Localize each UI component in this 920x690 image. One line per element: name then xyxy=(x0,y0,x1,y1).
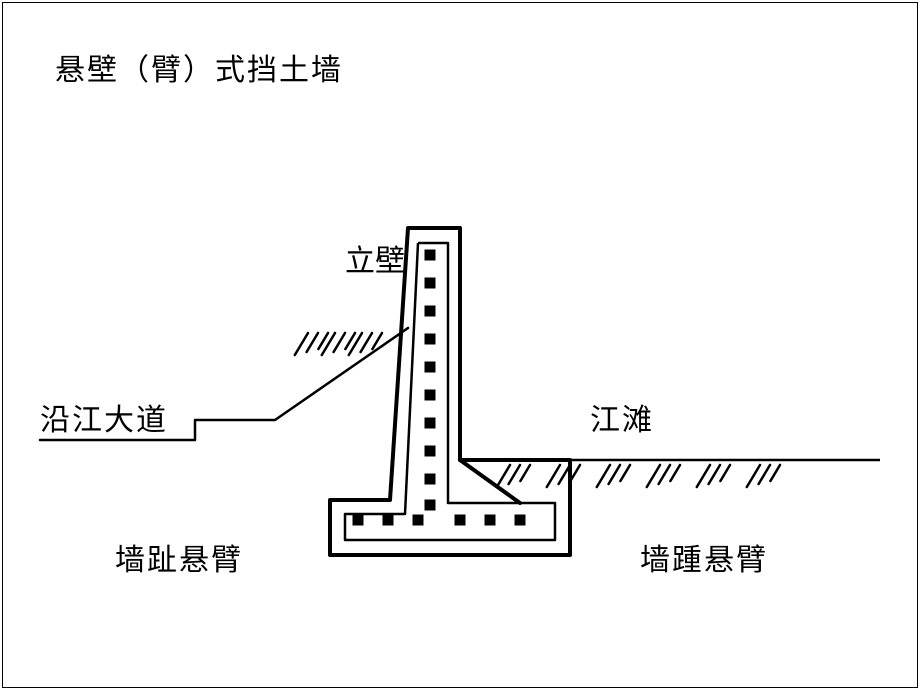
label-road: 沿江大道 xyxy=(40,395,168,439)
label-toe: 墙趾悬臂 xyxy=(115,535,243,579)
ground-hatch-right-5 xyxy=(747,465,780,487)
label-stem: 立壁 xyxy=(345,245,375,280)
label-heel: 墙踵悬臂 xyxy=(640,535,768,579)
wall-inner xyxy=(345,243,555,540)
page-title: 悬壁（臂）式挡土墙 xyxy=(55,45,343,89)
rebar-v-7 xyxy=(425,446,436,457)
rebar-h-0 xyxy=(353,515,364,526)
rebar-v-0 xyxy=(425,250,436,261)
diagram-canvas xyxy=(0,0,920,690)
rebar-h-5 xyxy=(515,515,526,526)
rebar-h-2 xyxy=(413,515,424,526)
ground-hatch-right-2 xyxy=(597,465,630,487)
ground-hatch-right-0 xyxy=(497,465,530,487)
rebar-v-5 xyxy=(425,390,436,401)
rebar-v-6 xyxy=(425,418,436,429)
ground-hatch-right-3 xyxy=(647,465,680,487)
rebar-v-9 xyxy=(425,500,436,511)
ground-hatch-right-4 xyxy=(697,465,730,487)
rebar-v-1 xyxy=(425,278,436,289)
rebar-v-2 xyxy=(425,306,436,317)
rebar-h-3 xyxy=(455,515,466,526)
ground-hatch-right-1 xyxy=(547,465,580,487)
rebar-v-4 xyxy=(425,362,436,373)
rebar-v-3 xyxy=(425,334,436,345)
rebar-v-8 xyxy=(425,474,436,485)
rebar-h-1 xyxy=(383,515,394,526)
rebar-h-4 xyxy=(485,515,496,526)
label-beach: 江滩 xyxy=(590,395,654,439)
